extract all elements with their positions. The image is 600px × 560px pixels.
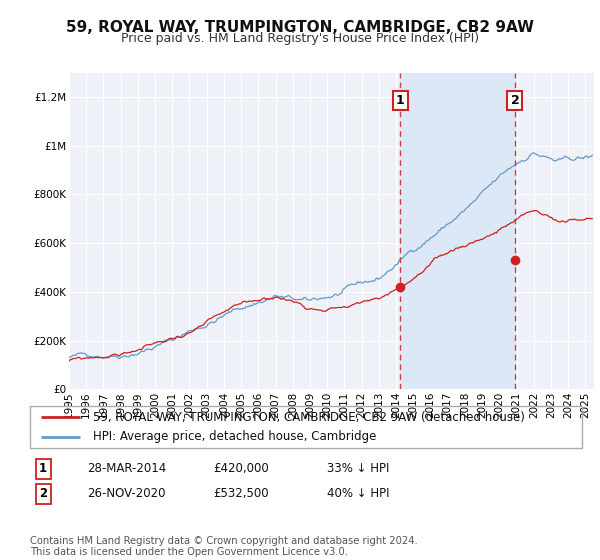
Text: 33% ↓ HPI: 33% ↓ HPI	[327, 462, 389, 475]
Text: Contains HM Land Registry data © Crown copyright and database right 2024.
This d: Contains HM Land Registry data © Crown c…	[30, 535, 418, 557]
Text: 40% ↓ HPI: 40% ↓ HPI	[327, 487, 389, 501]
Text: 59, ROYAL WAY, TRUMPINGTON, CAMBRIDGE, CB2 9AW (detached house): 59, ROYAL WAY, TRUMPINGTON, CAMBRIDGE, C…	[94, 411, 526, 424]
Text: 26-NOV-2020: 26-NOV-2020	[87, 487, 166, 501]
Text: 2: 2	[511, 94, 520, 108]
Text: Price paid vs. HM Land Registry's House Price Index (HPI): Price paid vs. HM Land Registry's House …	[121, 32, 479, 45]
Text: 59, ROYAL WAY, TRUMPINGTON, CAMBRIDGE, CB2 9AW: 59, ROYAL WAY, TRUMPINGTON, CAMBRIDGE, C…	[66, 20, 534, 35]
Bar	[400, 73, 515, 389]
Text: 28-MAR-2014: 28-MAR-2014	[87, 462, 166, 475]
Text: £420,000: £420,000	[213, 462, 269, 475]
Text: HPI: Average price, detached house, Cambridge: HPI: Average price, detached house, Camb…	[94, 430, 377, 443]
Text: 1: 1	[395, 94, 404, 108]
Text: £532,500: £532,500	[213, 487, 269, 501]
Text: 1: 1	[39, 462, 47, 475]
Text: 2: 2	[39, 487, 47, 501]
